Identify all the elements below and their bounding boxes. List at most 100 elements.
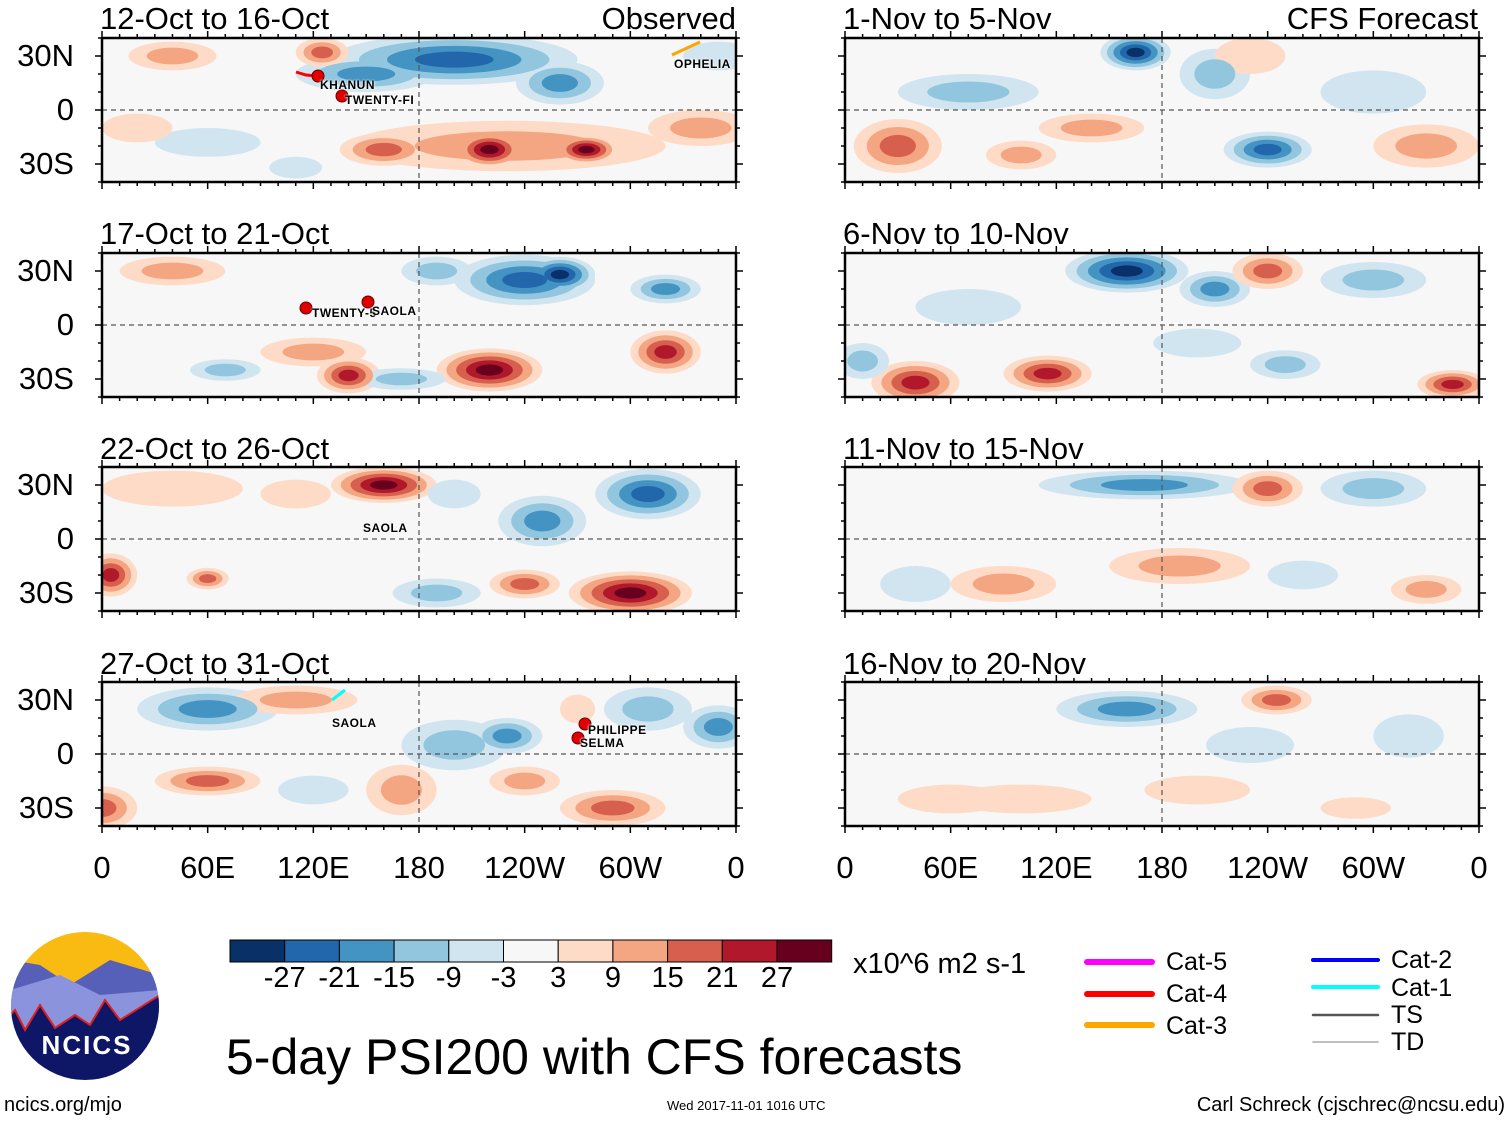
anomaly-contour <box>154 127 261 157</box>
colorbar-swatch <box>557 939 614 963</box>
lat-label: 0 <box>56 307 74 342</box>
anomaly-contour <box>915 289 1022 325</box>
anomaly-contour <box>1110 265 1143 277</box>
observed-header: Observed <box>601 1 736 36</box>
anomaly-contour <box>198 574 217 584</box>
anomaly-contour <box>559 694 596 724</box>
anomaly-contour <box>1097 701 1156 717</box>
anomaly-contour <box>1194 59 1236 89</box>
lon-label: 60E <box>180 850 236 885</box>
anomaly-contour <box>1144 775 1251 805</box>
anomaly-contour <box>1153 328 1242 358</box>
lon-label: 120W <box>1227 850 1309 885</box>
anomaly-contour <box>282 343 345 361</box>
colorbar-label: -15 <box>373 962 416 994</box>
lat-label: 30N <box>17 682 74 717</box>
colorbar-label: 3 <box>550 962 567 994</box>
lon-label: 0 <box>727 850 745 885</box>
map-panel <box>845 253 1479 397</box>
anomaly-contour <box>1138 555 1221 577</box>
logo-text: NCICS <box>42 1030 133 1060</box>
map-panel <box>845 682 1479 826</box>
anomaly-contour <box>614 587 647 599</box>
colorbar-label: 21 <box>706 962 739 994</box>
anomaly-contour <box>683 41 736 71</box>
anomaly-contour <box>1264 356 1306 373</box>
panel-title: 27-Oct to 31-Oct <box>100 646 330 681</box>
anomaly-contour <box>416 262 458 280</box>
hurricane-icon <box>299 301 313 315</box>
anomaly-contour <box>927 81 1010 103</box>
anomaly-contour <box>311 46 334 59</box>
anomaly-contour <box>524 510 561 532</box>
timestamp: Wed 2017-11-01 1016 UTC <box>667 1098 826 1113</box>
panel-title: 12-Oct to 16-Oct <box>100 1 330 36</box>
lon-label: 120E <box>277 850 350 885</box>
anomaly-contour <box>1200 281 1230 297</box>
map-panel <box>845 467 1479 611</box>
hurricane-icon <box>311 69 325 83</box>
colorbar-swatch <box>448 939 504 963</box>
colorbar-label: -3 <box>490 962 517 994</box>
anomaly-contour <box>427 479 481 509</box>
anomaly-contour <box>141 262 204 280</box>
site-link[interactable]: ncics.org/mjo <box>4 1094 122 1116</box>
colorbar-swatch <box>229 939 286 963</box>
anomaly-contour <box>590 800 635 816</box>
anomaly-contour <box>541 74 579 92</box>
lon-label: 180 <box>1136 850 1188 885</box>
storm-label: SELMA <box>580 736 625 750</box>
colorbar-label: -9 <box>435 962 462 994</box>
anomaly-contour <box>375 372 428 386</box>
anomaly-contour <box>1320 797 1391 819</box>
anomaly-contour <box>1206 727 1295 763</box>
lat-label: 0 <box>56 521 74 556</box>
lon-label: 0 <box>836 850 854 885</box>
map-panel <box>102 253 736 397</box>
anomaly-contour <box>1267 560 1339 590</box>
anomaly-contour <box>338 369 359 382</box>
map-panel <box>102 682 736 826</box>
colorbar-label: 9 <box>604 962 621 994</box>
anomaly-contour <box>1373 714 1444 758</box>
anomaly-contour <box>260 479 331 509</box>
anomaly-contour <box>1033 367 1062 380</box>
legend-label: TD <box>1391 1028 1425 1056</box>
anomaly-contour <box>204 363 246 377</box>
storm-label: OPHELIA <box>674 57 731 71</box>
anomaly-contour <box>654 345 677 359</box>
anomaly-contour <box>102 799 117 817</box>
anomaly-contour <box>1342 478 1405 500</box>
lat-label: 0 <box>56 92 74 127</box>
hurricane-icon <box>571 731 585 745</box>
lat-label: 0 <box>56 736 74 771</box>
lon-label: 0 <box>93 850 111 885</box>
anomaly-contour <box>480 144 499 155</box>
anomaly-contour <box>1000 146 1042 164</box>
anomaly-contour <box>492 728 522 744</box>
hurricane-icon <box>578 717 592 731</box>
anomaly-contour <box>380 775 422 805</box>
anomaly-contour <box>185 775 230 787</box>
anomaly-contour <box>510 578 540 590</box>
legend-label: Cat-2 <box>1391 946 1453 974</box>
panel-title: 17-Oct to 21-Oct <box>100 216 330 251</box>
colorbar-swatch <box>393 939 450 963</box>
lon-label: 0 <box>1470 850 1488 885</box>
anomaly-contour <box>1253 143 1282 156</box>
panel-title: 6-Nov to 10-Nov <box>843 216 1069 251</box>
anomaly-contour <box>901 375 930 390</box>
anomaly-contour <box>669 117 732 139</box>
lon-label: 60W <box>598 850 663 885</box>
author-credit: Carl Schreck (cjschrec@ncsu.edu) <box>1196 1094 1505 1116</box>
anomaly-contour <box>146 47 199 65</box>
colorbar-label: 27 <box>760 962 794 994</box>
anomaly-contour <box>1253 481 1283 497</box>
hurricane-icon <box>361 295 375 309</box>
logo-art <box>11 932 159 1080</box>
lat-label: 30S <box>18 146 74 181</box>
anomaly-contour <box>1320 70 1427 114</box>
anomaly-contour <box>847 350 879 372</box>
lat-label: 30N <box>17 467 74 502</box>
